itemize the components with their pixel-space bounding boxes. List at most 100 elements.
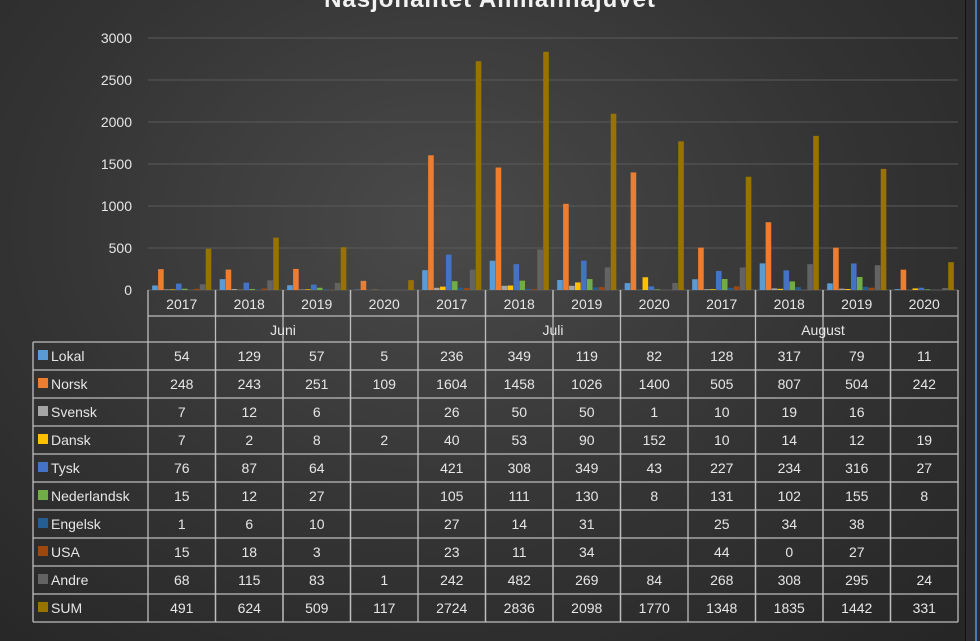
bar-andre (199, 284, 206, 290)
table-cell: 1 (178, 516, 186, 532)
year-label: 2018 (504, 296, 535, 312)
bar-andre (334, 283, 341, 290)
bar-nederlandsk (586, 279, 593, 290)
table-cell: 243 (238, 376, 262, 392)
y-tick-label: 3000 (101, 30, 132, 46)
bar-svensk (501, 285, 508, 290)
bar-usa (531, 289, 537, 290)
table-cell: 1400 (639, 376, 670, 392)
bar-dansk (642, 277, 649, 290)
table-cell: 57 (309, 348, 325, 364)
month-label: Juni (270, 322, 296, 338)
series-label: USA (51, 544, 80, 560)
table-cell: 3 (313, 544, 321, 560)
series-label: Norsk (51, 376, 89, 392)
bar-nederlandsk (924, 289, 931, 290)
bar-sum (408, 280, 414, 290)
bar-lokal (422, 270, 428, 290)
table-cell: 16 (849, 404, 865, 420)
table-cell: 34 (579, 544, 595, 560)
bar-nederlandsk (181, 288, 188, 290)
bar-usa (733, 286, 740, 290)
bar-sum (678, 141, 684, 290)
table-cell: 27 (916, 460, 932, 476)
table-cell: 248 (170, 376, 194, 392)
bar-tysk (310, 284, 317, 290)
table-cell: 34 (781, 516, 797, 532)
table-cell: 129 (238, 348, 262, 364)
bar-usa (463, 288, 470, 290)
year-label: 2020 (369, 296, 400, 312)
bar-tysk (243, 282, 250, 290)
bar-norsk (900, 269, 907, 290)
series-label: Nederlandsk (51, 488, 131, 504)
year-label: 2019 (841, 296, 872, 312)
legend-key-andre (38, 574, 48, 584)
series-label: Svensk (51, 404, 98, 420)
bar-engelsk (457, 287, 464, 290)
table-cell: 1442 (841, 600, 872, 616)
bar-svensk (771, 288, 778, 290)
bar-svensk (299, 289, 305, 290)
table-cell: 1458 (504, 376, 535, 392)
table-cell: 68 (174, 572, 190, 588)
table-cell: 268 (710, 572, 734, 588)
table-cell: 491 (170, 600, 194, 616)
series-label: Engelsk (51, 516, 102, 532)
bar-sum (543, 51, 549, 290)
table-cell: 19 (781, 404, 797, 420)
bar-tysk (175, 283, 182, 290)
bar-nederlandsk (789, 281, 796, 290)
table-cell: 90 (579, 432, 595, 448)
bar-svensk (164, 289, 170, 290)
bar-sum (205, 248, 212, 290)
table-cell: 14 (781, 432, 797, 448)
table-cell: 27 (444, 516, 460, 532)
bar-tysk (918, 287, 925, 290)
year-label: 2018 (774, 296, 805, 312)
month-label: Juli (542, 322, 563, 338)
table-cell: 807 (778, 376, 802, 392)
table-cell: 236 (440, 348, 464, 364)
window-edge (965, 0, 980, 641)
table-cell: 504 (845, 376, 869, 392)
bar-dansk (710, 289, 716, 290)
bar-dansk (440, 286, 446, 290)
legend-key-sum (38, 602, 48, 612)
table-cell: 8 (920, 488, 928, 504)
table-cell: 38 (849, 516, 865, 532)
bar-nederlandsk (249, 288, 256, 290)
table-cell: 7 (178, 432, 186, 448)
bar-svensk (569, 285, 575, 290)
table-cell: 11 (917, 348, 932, 364)
bar-nederlandsk (856, 276, 863, 290)
chart-title: Nasjonalitet Allmannajuvet (0, 0, 980, 14)
bar-lokal (624, 283, 631, 290)
bar-sum (610, 113, 617, 290)
bar-lokal (557, 280, 563, 290)
table-cell: 349 (575, 460, 599, 476)
bar-nederlandsk (519, 280, 526, 290)
bar-dansk (507, 285, 514, 290)
table-cell: 2098 (571, 600, 602, 616)
table-cell: 295 (845, 572, 869, 588)
year-label: 2017 (436, 296, 467, 312)
table-cell: 227 (710, 460, 734, 476)
bar-engelsk (322, 289, 329, 290)
bar-lokal (894, 289, 901, 290)
table-cell: 8 (650, 488, 658, 504)
bar-norsk (563, 203, 569, 290)
bar-andre (739, 267, 746, 290)
table-cell: 242 (440, 572, 464, 588)
bar-andre (537, 249, 543, 290)
table-cell: 19 (916, 432, 932, 448)
y-tick-label: 1500 (101, 156, 132, 172)
legend-key-dansk (38, 434, 48, 444)
table-cell: 64 (309, 460, 325, 476)
table-cell: 27 (849, 544, 865, 560)
bar-norsk (428, 155, 434, 290)
table-cell: 15 (174, 544, 190, 560)
bar-lokal (759, 263, 766, 290)
table-cell: 12 (849, 432, 865, 448)
